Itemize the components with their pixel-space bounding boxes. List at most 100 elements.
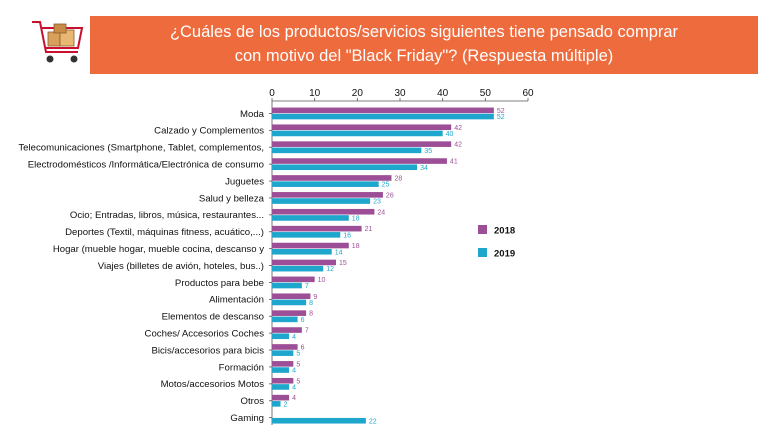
title-line-1: ¿Cuáles de los productos/servicios sigui…	[169, 23, 679, 41]
bar-2019	[272, 232, 341, 238]
category-label: Formación	[219, 362, 264, 373]
data-label-2018: 9	[313, 294, 317, 301]
bar-2019	[272, 417, 366, 424]
bar-2018	[272, 361, 294, 367]
x-tick-label: 60	[522, 88, 534, 99]
bar-2019	[272, 299, 307, 306]
data-label-2019: 14	[335, 249, 343, 256]
bar-2018	[272, 208, 375, 215]
legend-label-2019: 2019	[494, 249, 515, 260]
data-label-2018: 6	[301, 344, 305, 351]
x-tick-label: 10	[309, 88, 321, 99]
data-label-2019: 34	[420, 165, 428, 172]
title-banner	[90, 16, 758, 74]
data-label-2019: 5	[296, 351, 300, 358]
category-label: Moda	[240, 109, 265, 120]
data-label-2018: 15	[339, 260, 347, 267]
data-label-2019: 40	[446, 131, 454, 138]
shopping-cart-icon	[32, 21, 84, 63]
bar-2019	[272, 198, 371, 204]
data-label-2019: 12	[326, 266, 334, 273]
legend-swatch-2018	[478, 225, 487, 234]
bar-2019	[272, 147, 422, 154]
bar-2019	[272, 215, 349, 221]
data-label-2019: 2	[284, 401, 288, 408]
data-label-2019: 25	[382, 182, 390, 189]
x-tick-label: 20	[352, 88, 364, 99]
category-label: Alimentación	[209, 295, 264, 306]
bar-2018	[272, 327, 302, 333]
bar-2019	[272, 265, 324, 272]
data-label-2018: 8	[309, 311, 313, 318]
data-label-2018: 41	[450, 159, 458, 166]
data-label-2019: 8	[309, 300, 313, 307]
data-label-2018: 18	[352, 243, 360, 250]
category-label: Deportes (Textil, máquinas fitness, acuá…	[65, 227, 264, 238]
data-label-2018: 10	[318, 277, 326, 284]
title-line-2: con motivo del "Black Friday"? (Respuest…	[234, 47, 614, 65]
bar-2019	[272, 367, 290, 373]
bar-2018	[272, 242, 349, 249]
data-label-2019: 6	[301, 317, 305, 324]
bar-2018	[272, 394, 290, 401]
data-label-2019: 4	[292, 384, 296, 391]
category-label: Bicis/accesorios para bicis	[151, 345, 264, 356]
data-label-2018: 5	[296, 361, 300, 368]
data-label-2018: 4	[292, 395, 296, 402]
bar-2018	[272, 158, 447, 164]
category-label: Coches/ Accesorios Coches	[145, 328, 265, 339]
bar-2018	[272, 124, 452, 131]
category-label: Hogar (mueble hogar, mueble cocina, desc…	[53, 244, 264, 255]
category-label: Viajes (billetes de avión, hoteles, bus.…	[98, 261, 264, 272]
category-label: Productos para bebe	[175, 278, 264, 289]
bar-2019	[272, 350, 294, 356]
category-label: Electrodomésticos /Informática/Electróni…	[28, 159, 264, 170]
bar-2019	[272, 113, 494, 120]
bar-2018	[272, 310, 307, 316]
data-label-2018: 28	[394, 175, 402, 182]
bar-2019	[272, 130, 443, 137]
chart-title: ¿Cuáles de los productos/servicios sigui…	[90, 20, 758, 68]
bar-2019	[272, 401, 281, 407]
data-label-2018: 24	[377, 209, 385, 216]
data-label-2019: 22	[369, 418, 377, 425]
x-tick-label: 40	[437, 88, 449, 99]
bar-2018	[272, 141, 452, 147]
x-tick-label: 30	[394, 88, 406, 99]
data-label-2018: 7	[305, 328, 309, 335]
data-label-2018: 26	[386, 192, 394, 199]
bar-2018	[272, 259, 336, 266]
legend-swatch-2019	[478, 248, 487, 257]
data-label-2018: 21	[365, 226, 373, 233]
data-label-2019: 16	[343, 232, 351, 239]
bar-2019	[272, 316, 298, 323]
data-label-2019: 23	[373, 199, 381, 206]
x-tick-label: 50	[480, 88, 492, 99]
bar-2018	[272, 225, 362, 232]
data-label-2018: 52	[497, 108, 505, 115]
data-label-2018: 42	[454, 125, 462, 132]
data-label-2018: 5	[296, 378, 300, 385]
bar-2019	[272, 282, 302, 289]
x-tick-label: 0	[269, 88, 275, 99]
data-label-2019: 18	[352, 215, 360, 222]
category-label: Salud y belleza	[199, 193, 265, 204]
legend-label-2018: 2018	[494, 226, 515, 237]
category-label: Otros	[241, 396, 265, 407]
category-label: Gaming	[230, 413, 264, 424]
category-label: Juguetes	[225, 176, 264, 187]
category-label: Calzado y Complementos	[154, 126, 264, 137]
bar-2019	[272, 248, 332, 255]
bar-2019	[272, 333, 290, 340]
data-label-2019: 35	[424, 148, 432, 155]
bar-2019	[272, 181, 379, 187]
bar-2018	[272, 276, 315, 283]
data-label-2019: 4	[292, 334, 296, 341]
category-label: Telecomunicaciones (Smartphone, Tablet, …	[18, 143, 264, 154]
data-label-2019: 7	[305, 283, 309, 290]
bar-2019	[272, 164, 418, 171]
bar-2018	[272, 107, 494, 114]
bar-2018	[272, 377, 294, 384]
data-label-2019: 4	[292, 368, 296, 375]
